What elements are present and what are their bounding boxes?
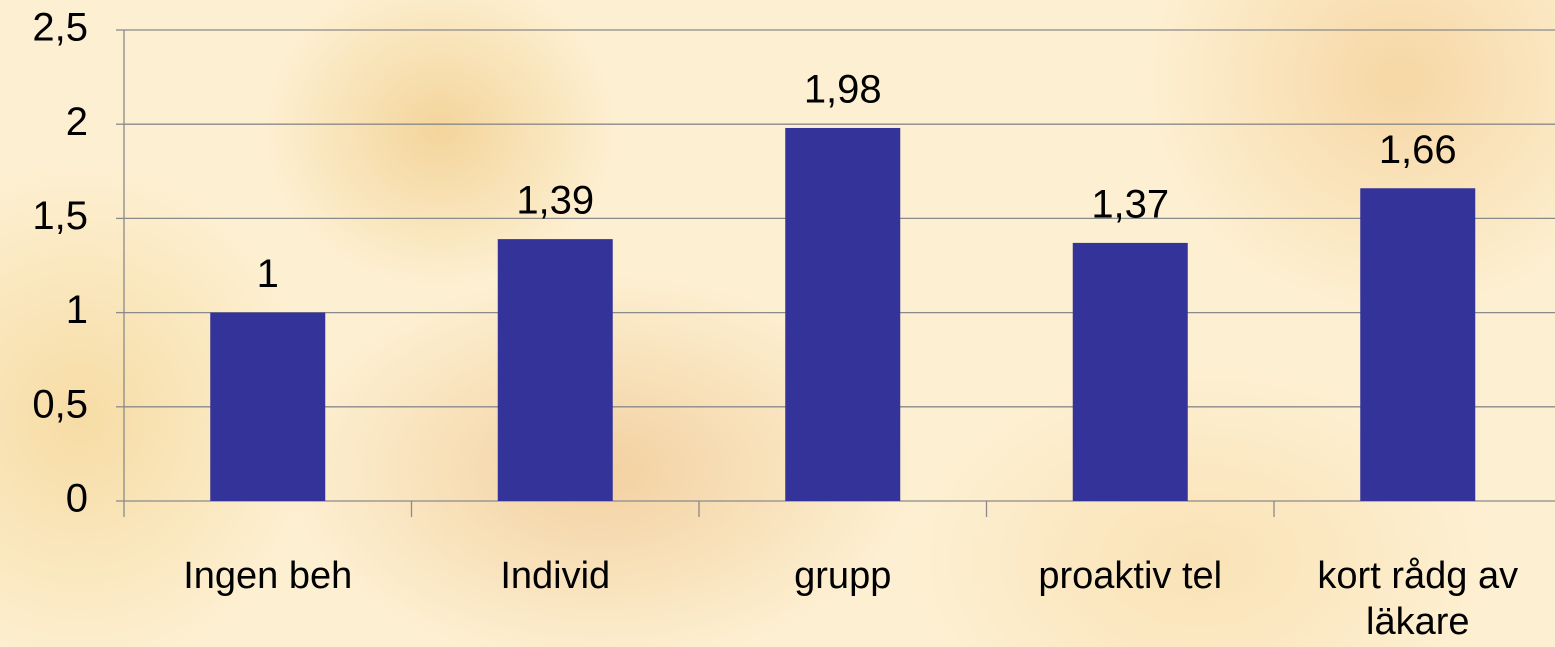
y-tick-label: 0 <box>66 477 88 521</box>
x-tick-label-box: Individ <box>500 555 611 597</box>
value-label: 1,39 <box>516 179 594 223</box>
bar <box>1360 188 1476 502</box>
bar <box>210 312 326 501</box>
x-tick-label: kort rådg av läkare <box>1317 555 1519 643</box>
x-tick-label: proaktiv tel <box>1038 555 1223 597</box>
y-tick-label: 2 <box>66 100 88 144</box>
y-tick-label: 2,5 <box>32 6 88 50</box>
bar <box>785 127 901 501</box>
bar <box>497 239 613 501</box>
value-label: 1 <box>257 252 279 296</box>
value-label: 1,98 <box>804 68 882 112</box>
y-tick-label: 0,5 <box>32 382 88 426</box>
x-tick-label: Ingen beh <box>183 555 353 597</box>
y-tick-label: 1,5 <box>32 194 88 238</box>
bar <box>1072 242 1188 501</box>
x-tick-label-box: Ingen beh <box>183 555 353 597</box>
y-tick-label: 1 <box>66 288 88 332</box>
value-label: 1,66 <box>1379 128 1457 172</box>
x-tick-label-box: proaktiv tel <box>1038 555 1223 597</box>
x-tick-label-box: grupp <box>794 555 892 597</box>
value-label: 1,37 <box>1091 182 1169 226</box>
x-tick-label-box: kort rådg av läkare <box>1317 555 1519 643</box>
x-tick-label: Individ <box>500 555 611 597</box>
x-tick-label: grupp <box>794 555 892 597</box>
